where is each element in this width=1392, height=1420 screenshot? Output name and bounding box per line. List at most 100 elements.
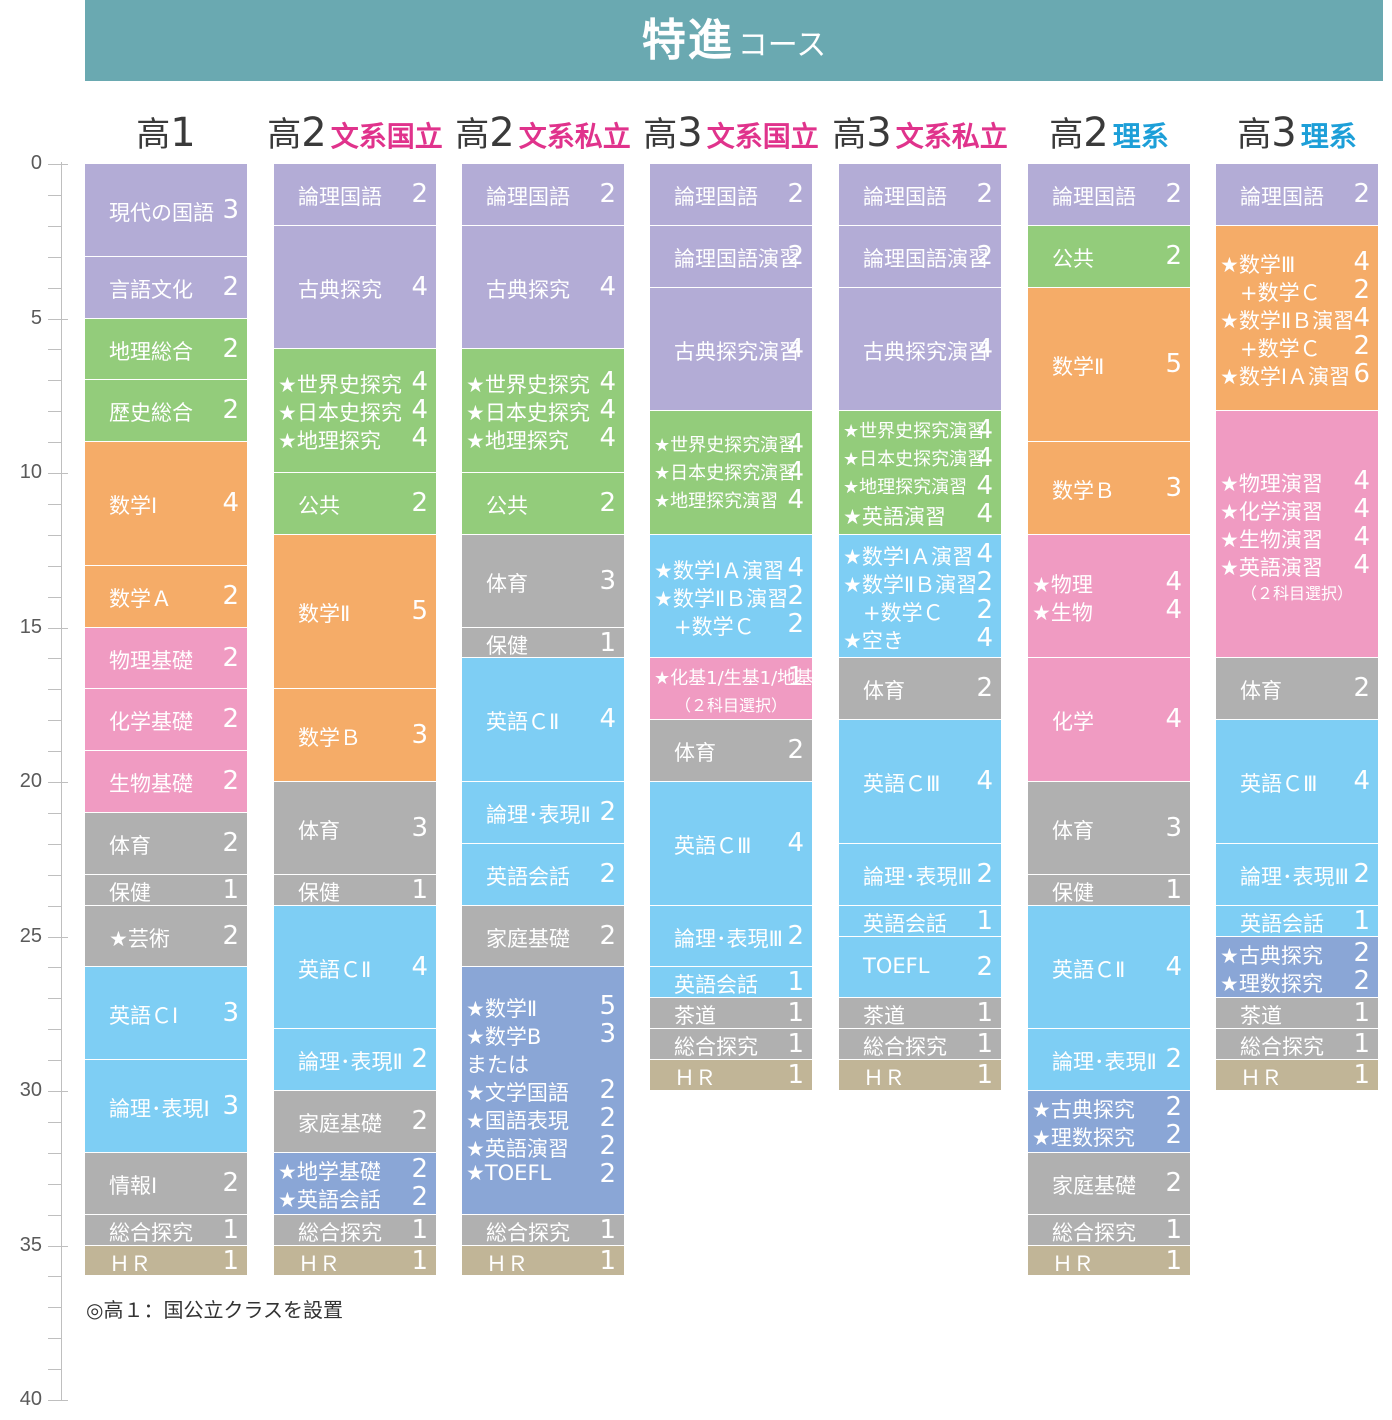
subject-line: 保健 1 [85,875,247,905]
subject-line: ★古典探究 2 [1216,938,1378,968]
subject-line: 古典探究 4 [462,272,624,302]
subject-block: ★古典探究 2 ★理数探究 2 [1028,1091,1190,1153]
grade-number: 2 [489,110,515,156]
axis-minor-tick [48,442,62,443]
subject-line: ★英語演習 4 [839,499,1001,529]
axis-minor-tick [48,1122,62,1123]
axis-minor-tick [48,257,62,258]
subject-line: 論理国語 2 [1028,179,1190,209]
subject-name: 地理総合 [109,339,193,364]
subject-block: 体育 2 [839,658,1001,720]
subject-block: ★数学ⅠＡ演習 4 ★数学ⅡＢ演習 2 +数学Ｃ 2 [650,535,812,658]
subject-name: ★地理探究 [278,429,381,453]
subject-name: 論理国語 [486,185,570,209]
subject-name: ★地理探究 [466,429,569,453]
credit-value: 3 [222,997,239,1028]
credit-value: 2 [787,179,804,209]
subject-line: 論理国語 2 [274,179,436,209]
grade-label: 高 [267,115,302,155]
credit-value: 1 [411,1246,428,1276]
subject-name: 体育 [109,834,151,858]
axis-minor-tick [48,1029,62,1030]
subject-name: ★日本史探究 [278,401,402,425]
subject-block: ＨＲ 1 [650,1060,812,1091]
subject-name: ★文学国語 [466,1081,569,1105]
credit-value: 3 [222,1090,239,1121]
subject-line: 英語ＣⅢ 4 [839,766,1001,796]
subject-name: 体育 [863,679,905,703]
subject-name: 英語会話 [863,912,947,936]
subject-name: 古典探究演習 [674,339,800,364]
axis-major-tick [48,937,68,938]
credit-value: 4 [976,766,993,796]
axis-major-tick [48,782,68,783]
subject-block: ★物理演習 4 ★化学演習 4 ★生物演習 4 ★英語演習 4 （２科目選択） [1216,411,1378,658]
credit-value: 2 [1165,241,1182,271]
subject-block: 家庭基礎 2 [462,906,624,967]
subject-name: 英語ＣⅢ [674,834,752,858]
credit-value: 2 [599,1103,616,1133]
credit-value: 4 [599,423,616,453]
subject-name: ★古典探究 [1032,1098,1135,1122]
subject-name: 公共 [486,494,528,518]
credit-value: 1 [222,875,239,905]
subject-name: 物理基礎 [109,648,193,673]
grade-label: 高 [1049,115,1084,155]
credit-value: 1 [411,875,428,905]
subject-block: ★世界史探究演習 4 ★日本史探究演習 4 ★地理探究演習 4 ★英語演習 4 [839,411,1001,535]
subject-line: ＨＲ 1 [839,1060,1001,1090]
subject-name: ★化学演習 [1220,499,1323,524]
subject-line: 英語ＣⅢ 4 [1216,766,1378,796]
subject-name: 家庭基礎 [1052,1174,1136,1198]
grade-number: 2 [301,110,327,156]
subject-block: 総合探究 1 [1028,1215,1190,1246]
subject-line: 公共 2 [274,488,436,518]
credit-value: 1 [787,998,804,1028]
subject-line: 論理国語 2 [1216,179,1378,209]
axis-tick-label: 10 [19,461,42,483]
subject-block: 数学Ａ 2 [85,566,247,628]
subject-line: ★数学ⅡＢ演習 2 [839,567,1001,597]
subject-line: ★日本史探究演習 4 [839,443,1001,473]
axis-minor-tick [48,226,62,227]
subject-line: 数学Ⅱ 5 [274,596,436,626]
subject-name: 論理国語 [1240,185,1324,209]
subject-line: ★文学国語 2 [462,1075,624,1105]
subject-line: ★数学ⅠＡ演習 4 [839,539,1001,569]
subject-line: ＨＲ 1 [1216,1060,1378,1090]
subject-name: 体育 [1052,818,1094,843]
subject-name: 論理国語 [674,185,758,209]
subject-block: 論理国語演習 2 [839,226,1001,288]
credit-value: 3 [599,565,616,596]
subject-line: ＨＲ 1 [274,1246,436,1276]
subject-line: 論理国語 2 [462,179,624,209]
subject-line: 言語文化 2 [85,272,247,302]
subject-name: ★国語表現 [466,1109,569,1133]
subject-note: （２科目選択） [1216,580,1378,603]
credit-value: 2 [1165,179,1182,209]
credit-value: 1 [976,906,993,936]
credit-value: 2 [787,920,804,951]
subject-block: 数学Ｂ 3 [1028,442,1190,535]
subject-name: 公共 [1052,247,1094,271]
subject-name: ★理数探究 [1220,971,1323,996]
subject-name: 言語文化 [109,278,193,302]
axis-minor-tick [48,813,62,814]
subject-name: 家庭基礎 [298,1112,382,1136]
subject-line: 古典探究演習 4 [839,334,1001,364]
subject-line: ★地理探究 4 [274,423,436,453]
axis-minor-tick [48,195,62,196]
axis-minor-tick [48,566,62,567]
axis-major-tick [48,319,68,320]
subject-line: 英語会話 1 [1216,906,1378,936]
subject-block: ★世界史探究 4 ★日本史探究 4 ★地理探究 4 [274,349,436,473]
subject-block: 古典探究演習 4 [650,288,812,411]
credit-value: 1 [411,1215,428,1245]
axis-tick-label: 35 [19,1234,42,1256]
credit-value: 5 [599,991,616,1021]
subject-block: 英語ＣⅡ 4 [274,906,436,1029]
credit-value: 4 [1353,521,1370,552]
subject-line: 英語会話 1 [839,906,1001,936]
credit-value: 4 [1165,951,1182,982]
credit-value: 2 [1353,965,1370,996]
